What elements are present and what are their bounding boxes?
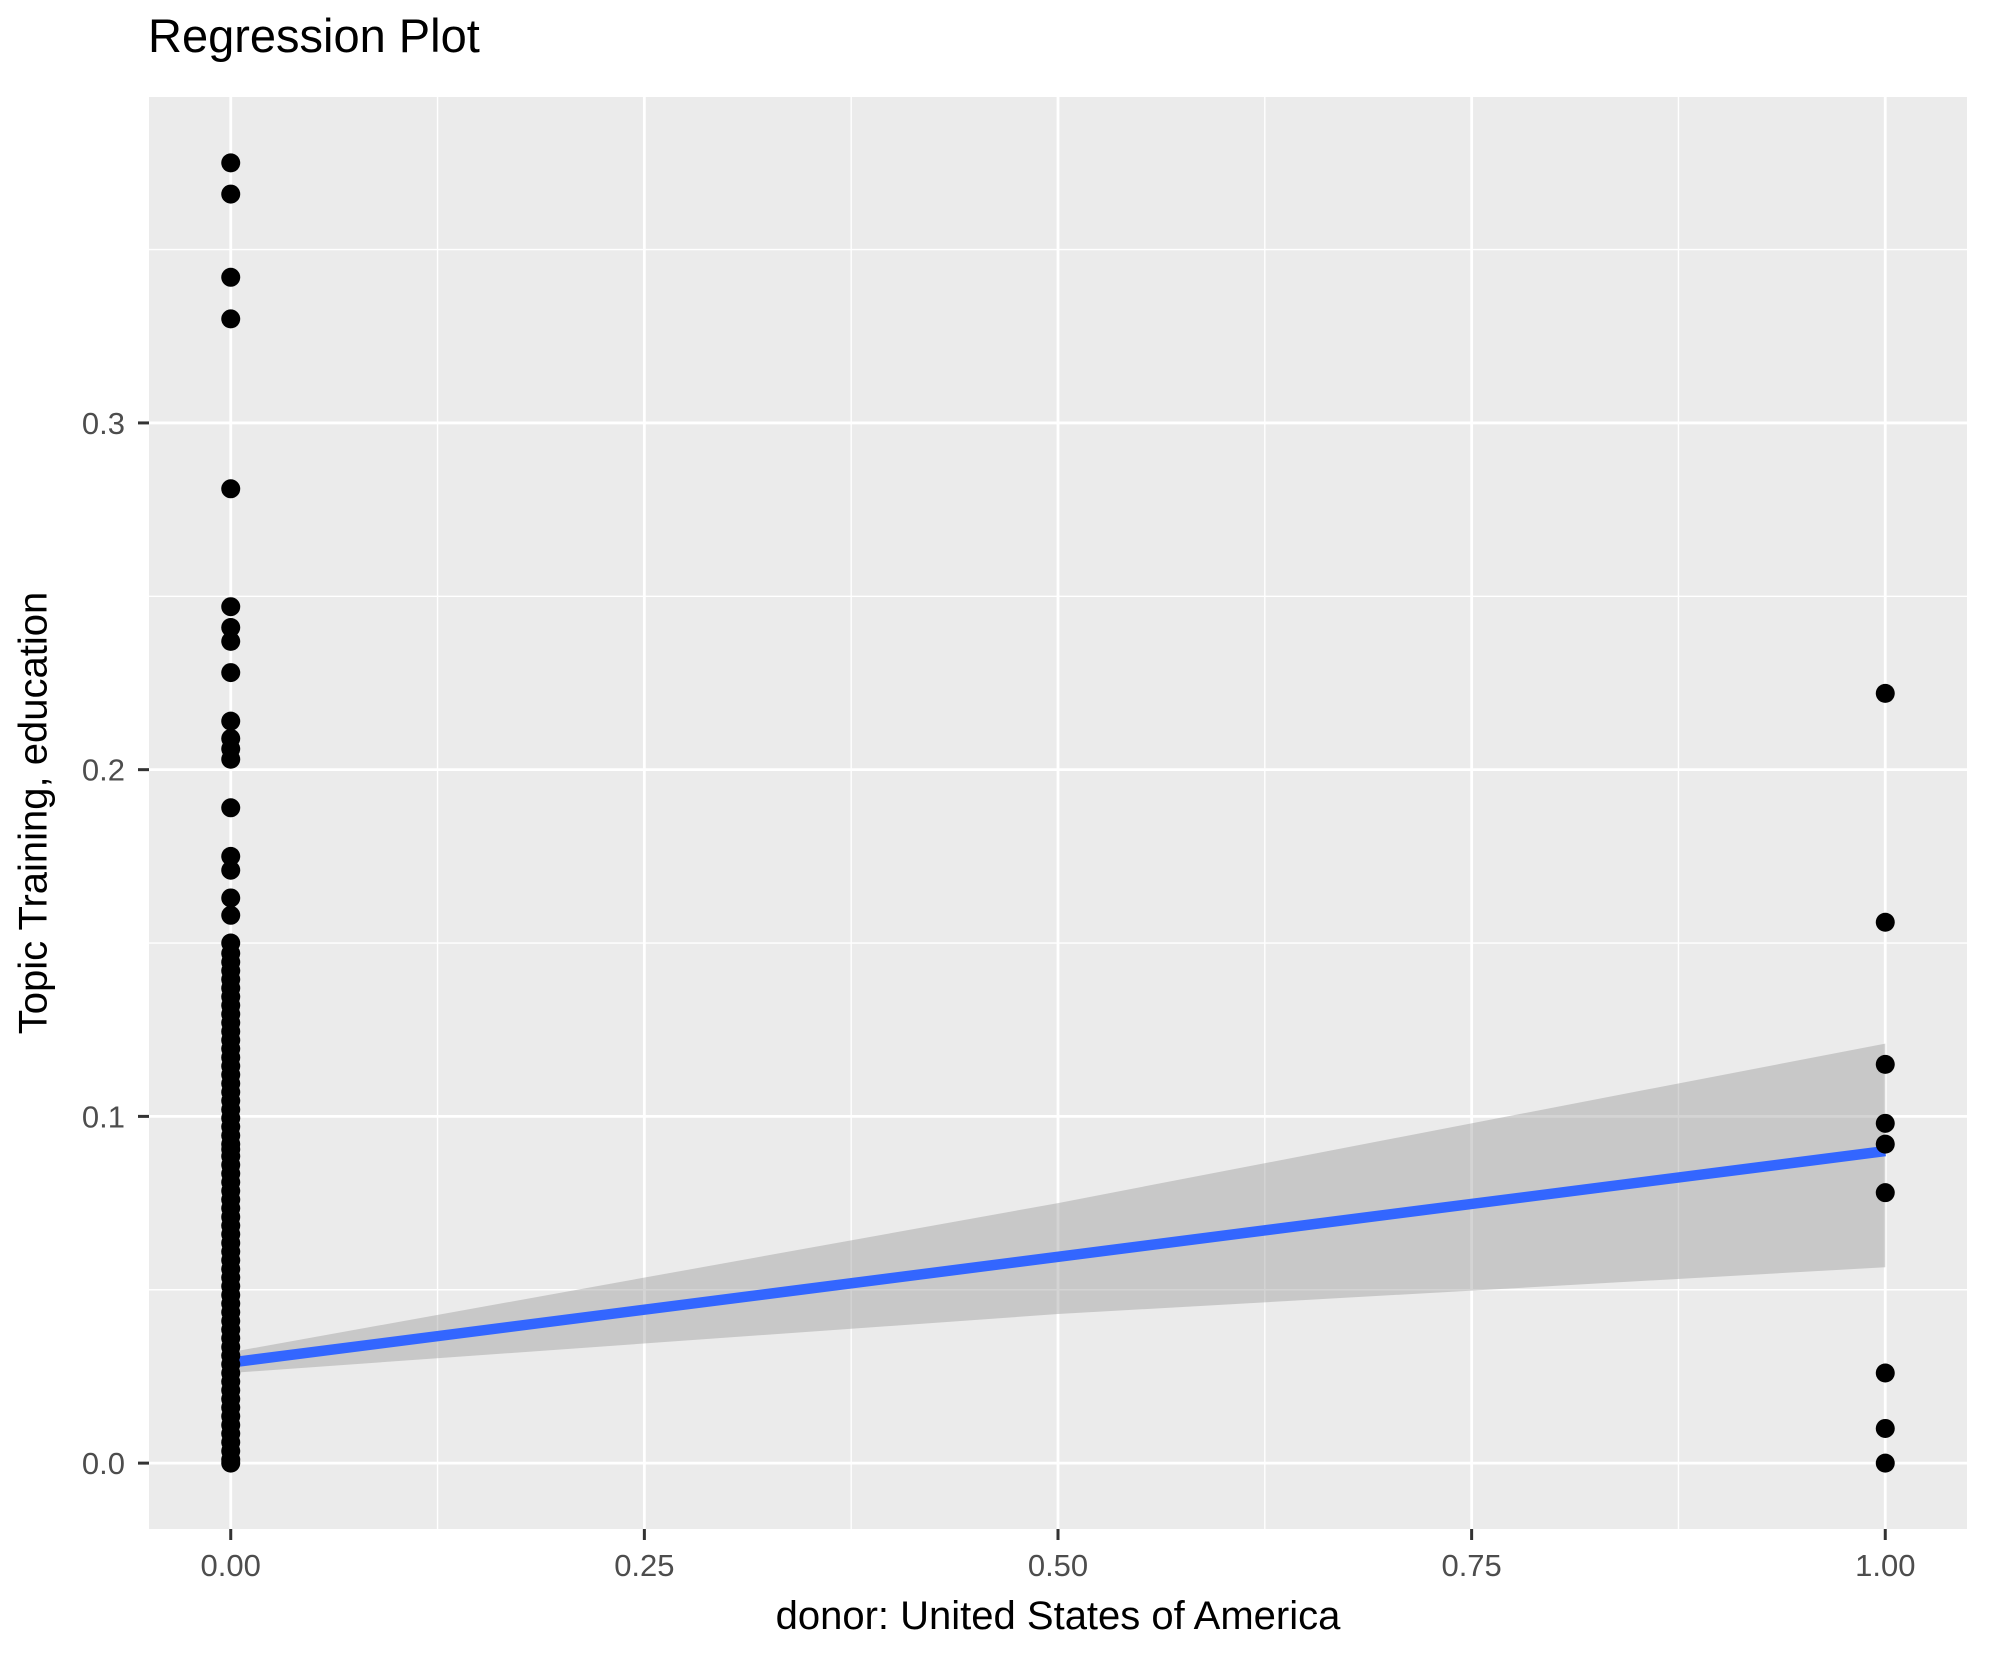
x-axis-title: donor: United States of America [775,1594,1341,1638]
confidence-band [230,1043,1886,1373]
y-tick-label: 0.0 [82,1446,125,1481]
y-tick-label: 0.3 [82,406,125,441]
x-tick-label: 0.00 [201,1548,261,1583]
y-axis-ticks: 0.0 0.1 0.2 0.3 [82,406,149,1481]
regression-line [230,1145,1886,1368]
x-tick-label: 0.75 [1441,1548,1501,1583]
x-axis-ticks: 0.00 0.25 0.50 0.75 1.00 [201,1529,1915,1583]
scatter-points-donor0 [221,153,241,1473]
x-tick-label: 1.00 [1855,1548,1915,1583]
scatter-points-donor1 [1875,683,1895,1473]
y-tick-label: 0.1 [82,1099,125,1134]
x-tick-label: 0.25 [614,1548,674,1583]
y-tick-label: 0.2 [82,753,125,788]
plot-title: Regression Plot [148,9,480,62]
x-tick-label: 0.50 [1028,1548,1088,1583]
